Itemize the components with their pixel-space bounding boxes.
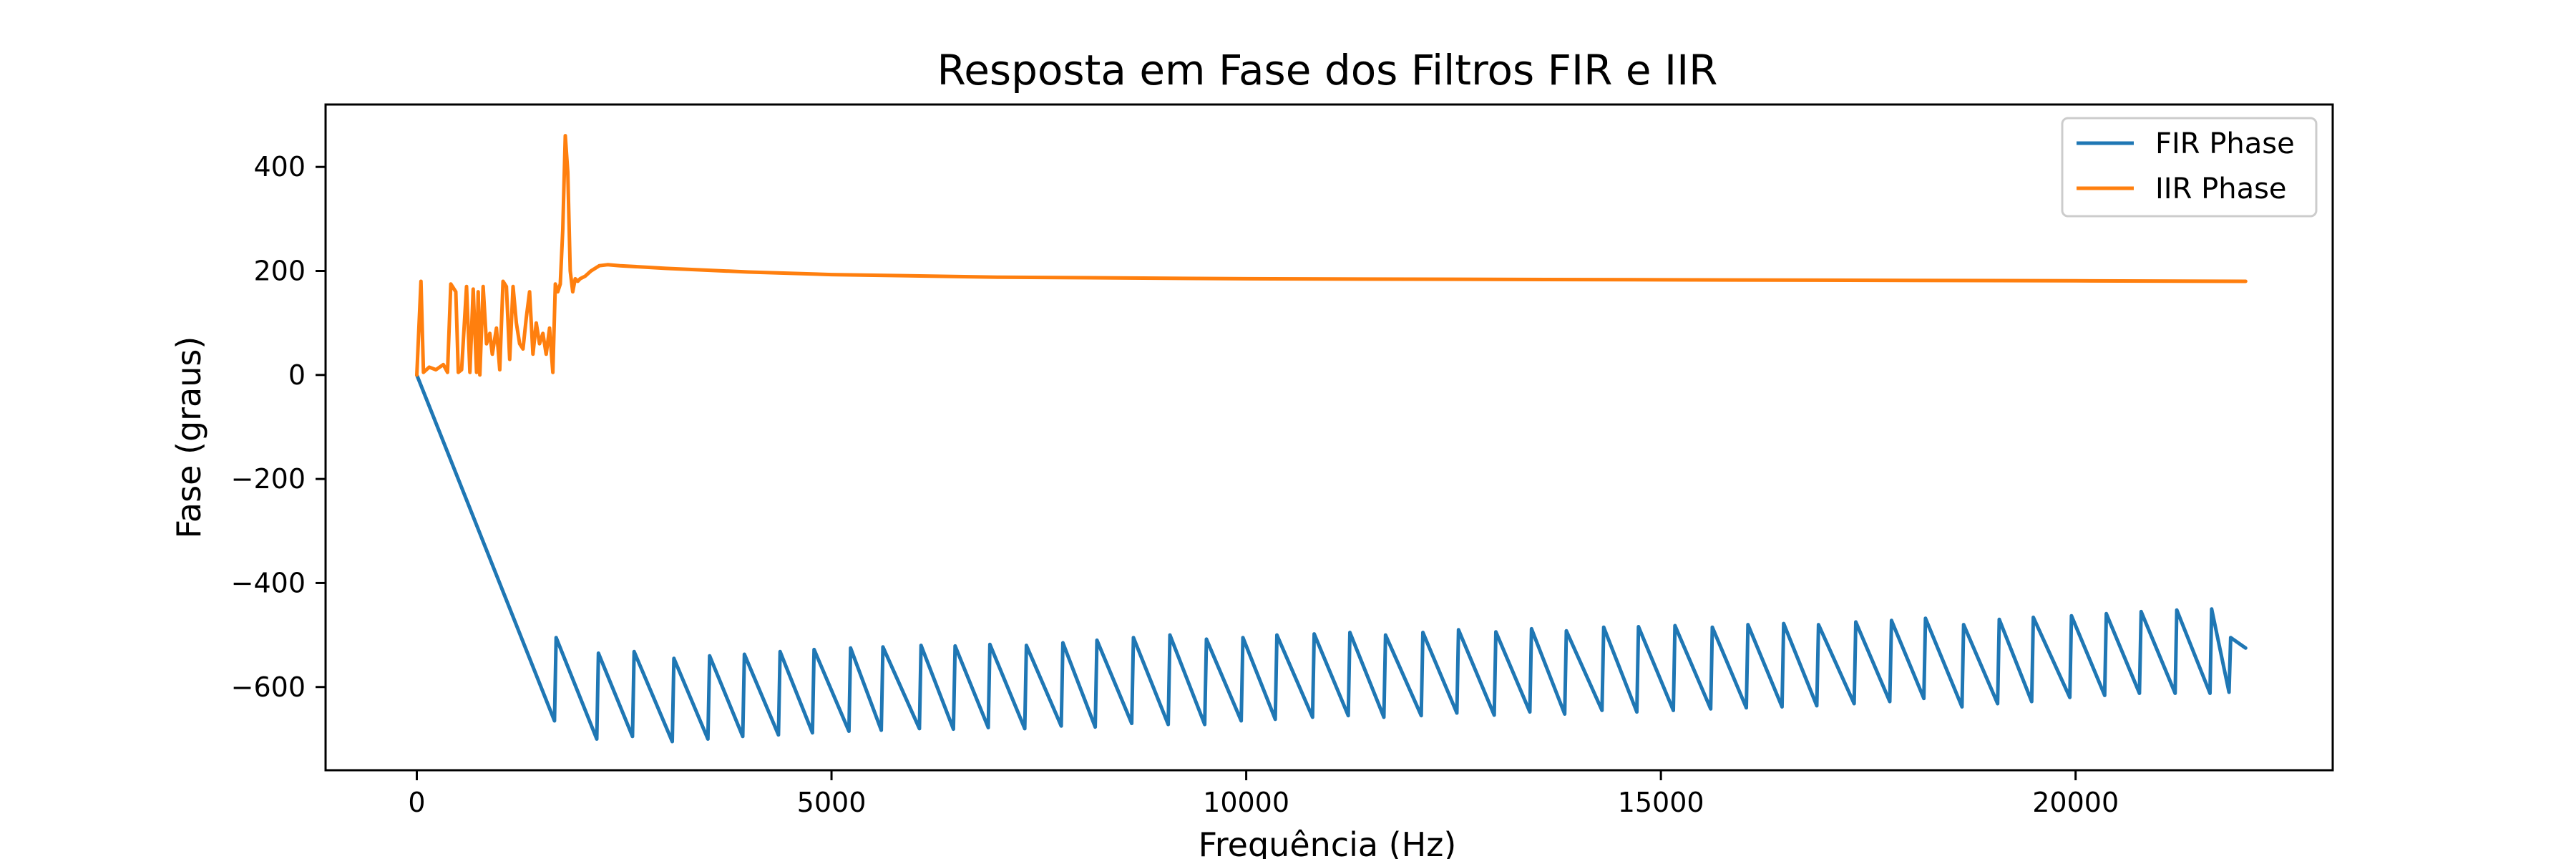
x-tick-label: 20000 <box>2032 787 2119 818</box>
x-tick-label: 15000 <box>1618 787 1704 818</box>
x-tick-label: 5000 <box>797 787 867 818</box>
series-line-fir <box>415 373 2248 744</box>
x-tick-label: 10000 <box>1203 787 1289 818</box>
axis-ticks: 0 5000 10000 15000 20000 −600 −400 −200 0 200 400 <box>231 151 2119 818</box>
y-axis-label: Fase (graus) <box>170 336 208 539</box>
x-tick-label: 0 <box>408 787 425 818</box>
legend-label-fir: FIR Phase <box>2155 127 2295 160</box>
y-tick-label: 400 <box>253 151 306 183</box>
y-tick-label: −400 <box>231 567 306 598</box>
series-line-iir <box>415 134 2248 377</box>
chart-title: Resposta em Fase dos Filtros FIR e IIR <box>937 46 1718 94</box>
plot-frame <box>324 103 2334 772</box>
legend-label-iir: IIR Phase <box>2155 173 2287 205</box>
y-tick-label: 0 <box>288 359 306 391</box>
y-tick-label: 200 <box>253 256 306 287</box>
y-tick-label: −600 <box>231 671 306 703</box>
legend: FIR Phase IIR Phase <box>2061 117 2318 218</box>
plot-area <box>415 134 2248 744</box>
y-tick-label: −200 <box>231 463 306 495</box>
x-axis-label: Frequência (Hz) <box>1199 825 1457 859</box>
